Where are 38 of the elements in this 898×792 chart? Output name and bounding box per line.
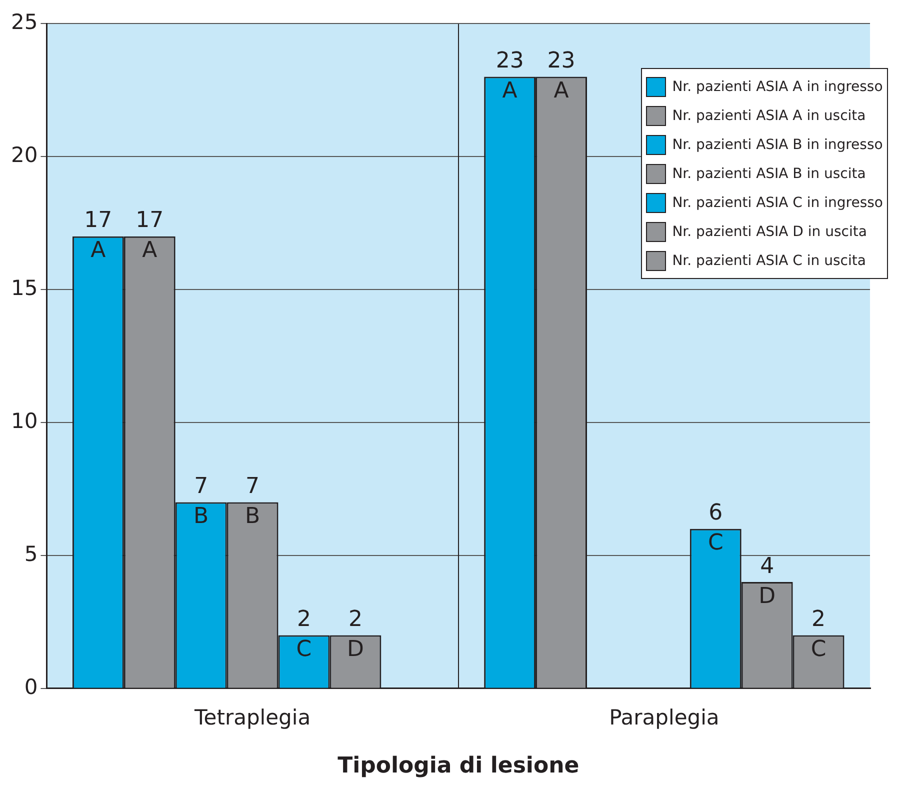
x-axis-title: Tipologia di lesione: [338, 754, 580, 779]
data-label: 2: [812, 606, 826, 632]
x-tick-label: Tetraplegia: [194, 705, 311, 730]
y-tick-label: 20: [10, 143, 38, 168]
annotation: A: [90, 238, 106, 264]
data-label: 7: [246, 474, 260, 499]
legend-label: Nr. pazienti ASIA C in uscita: [672, 252, 866, 268]
y-tick-label: 0: [24, 674, 38, 699]
annotation: D: [758, 584, 776, 609]
y-tick-label: 10: [10, 408, 38, 433]
annotation: C: [708, 530, 724, 556]
data-label: 2: [296, 606, 311, 632]
annotation: A: [142, 238, 158, 264]
data-label: 23: [496, 48, 524, 74]
legend-label: Nr. pazienti ASIA D in uscita: [672, 224, 867, 240]
data-label: 7: [194, 474, 208, 499]
data-label: 4: [760, 554, 774, 579]
data-label: 23: [547, 48, 576, 74]
legend-label: Nr. pazienti ASIA A in ingresso: [672, 78, 883, 94]
annotation: C: [810, 636, 826, 662]
annotation: A: [502, 78, 518, 104]
legend-label: Nr. pazienti ASIA C in ingresso: [672, 194, 883, 210]
legend-label: Nr. pazienti ASIA B in uscita: [672, 166, 866, 182]
x-tick-label: Paraplegia: [609, 705, 720, 730]
data-label: 17: [84, 208, 112, 234]
y-tick-label: 15: [10, 276, 38, 300]
legend-label: Nr. pazienti ASIA A in uscita: [672, 108, 866, 124]
y-tick-label: 5: [24, 542, 38, 566]
annotation: D: [346, 636, 364, 662]
legend-label: Nr. pazienti ASIA B in ingresso: [672, 136, 883, 152]
data-label: 2: [348, 606, 362, 632]
data-label: 6: [708, 500, 723, 526]
annotation: C: [296, 636, 312, 662]
annotation: B: [244, 504, 260, 529]
annotation: A: [554, 78, 569, 104]
annotation: B: [194, 504, 209, 529]
y-tick-label: 25: [10, 10, 38, 34]
data-label: 17: [136, 208, 164, 234]
